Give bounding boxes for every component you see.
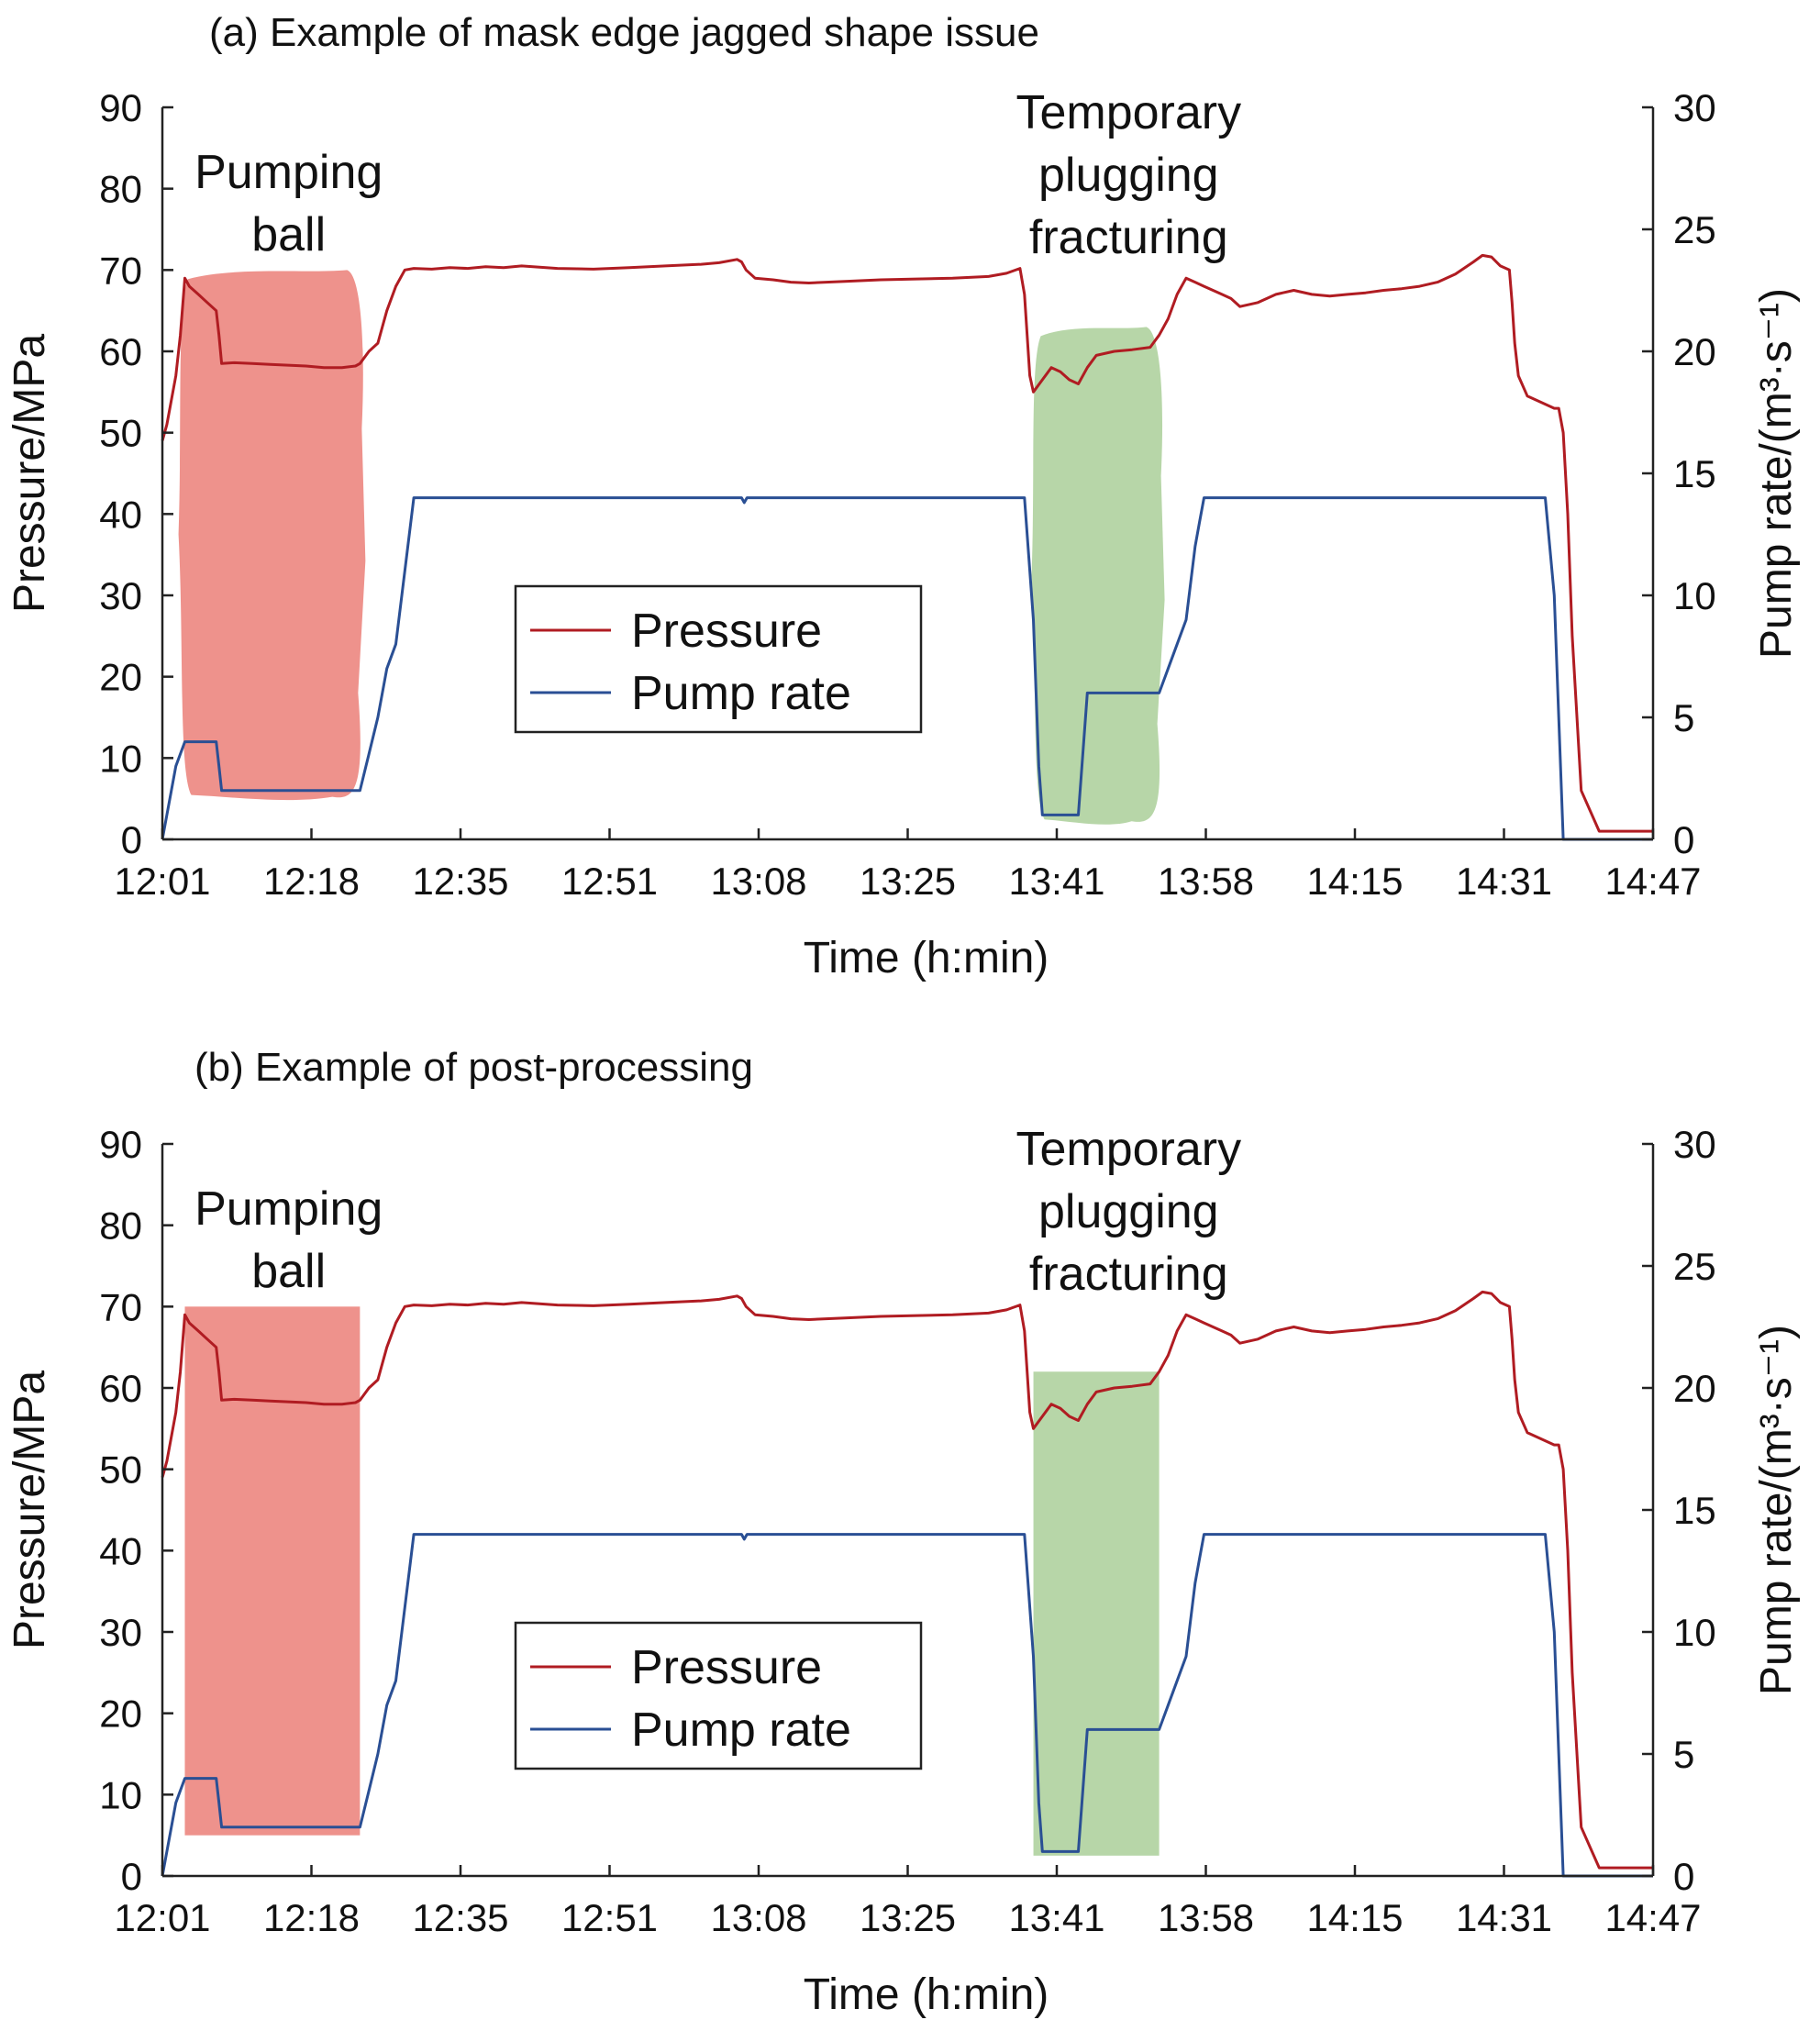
- y-tick-label: 90: [99, 1123, 142, 1166]
- x-tick-label: 14:15: [1306, 1896, 1403, 1939]
- y-tick-label: 10: [99, 1773, 142, 1816]
- y-tick-label: 30: [99, 1611, 142, 1654]
- x-tick-label: 12:01: [114, 1896, 210, 1939]
- annotation-label: fracturing: [1029, 1248, 1228, 1301]
- y-tick-label: 80: [99, 168, 142, 211]
- annotation-label: fracturing: [1029, 211, 1228, 264]
- annotation-label: Temporary: [1015, 86, 1241, 139]
- y2-tick-label: 20: [1673, 1367, 1716, 1410]
- panel-title: (a) Example of mask edge jagged shape is…: [209, 10, 1039, 55]
- x-tick-label: 12:18: [263, 1896, 360, 1939]
- y-tick-label: 20: [99, 1692, 142, 1736]
- annotation-label: Temporary: [1015, 1123, 1241, 1176]
- mask-region: [178, 270, 366, 801]
- legend-label-pressure: Pressure: [631, 605, 822, 658]
- x-tick-label: 13:08: [710, 1896, 806, 1939]
- x-tick-label: 13:41: [1008, 1896, 1104, 1939]
- panel-b: (b) Example of post-processing 0 10 20 30 40 5…: [6, 1045, 1801, 2019]
- y2-tick-label: 30: [1673, 86, 1716, 129]
- y2-tick-label: 5: [1673, 696, 1694, 739]
- y-tick-label: 60: [99, 1367, 142, 1410]
- x-tick-label: 13:25: [860, 1896, 956, 1939]
- y-tick-label: 80: [99, 1204, 142, 1248]
- x-tick-label: 14:31: [1456, 860, 1552, 903]
- x-tick-label: 12:51: [561, 860, 658, 903]
- mask-region: [1031, 327, 1165, 825]
- x-tick-label: 13:41: [1008, 860, 1104, 903]
- panel-title: (b) Example of post-processing: [194, 1045, 753, 1090]
- y-tick-label: 20: [99, 656, 142, 699]
- x-axis-title: Time (h:min): [804, 934, 1049, 982]
- pump-rate-line: [161, 1533, 1653, 1878]
- y-axis-title: Pressure/MPa: [6, 334, 54, 613]
- y-tick-label: 60: [99, 330, 142, 373]
- x-axis-title: Time (h:min): [804, 1970, 1049, 2019]
- y2-tick-label: 20: [1673, 330, 1716, 373]
- pressure-line: [161, 1290, 1653, 1870]
- y2-tick-label: 15: [1673, 452, 1716, 495]
- y2-axis-title: Pump rate/(m³·s⁻¹): [1752, 1325, 1801, 1695]
- x-tick-label: 14:31: [1456, 1896, 1552, 1939]
- y-axis-title: Pressure/MPa: [6, 1371, 54, 1649]
- y2-tick-label: 25: [1673, 208, 1716, 251]
- annotation-label: ball: [251, 1245, 326, 1298]
- legend-box: [514, 1621, 923, 1770]
- y-tick-label: 0: [121, 1855, 142, 1898]
- y-tick-label: 30: [99, 574, 142, 617]
- y-tick-label: 40: [99, 493, 142, 536]
- annotation-label: Pumping: [194, 146, 383, 199]
- x-tick-label: 13:08: [710, 860, 806, 903]
- x-tick-label: 12:18: [263, 860, 360, 903]
- y-tick-label: 90: [99, 86, 142, 129]
- annotation-label: Pumping: [194, 1182, 383, 1236]
- legend-box: [514, 584, 923, 734]
- x-tick-label: 13:58: [1158, 860, 1254, 903]
- y-tick-label: 10: [99, 737, 142, 780]
- mask-region: [184, 1306, 361, 1836]
- annotation-label: plugging: [1038, 149, 1219, 202]
- x-tick-label: 12:35: [412, 1896, 508, 1939]
- y-tick-label: 50: [99, 412, 142, 455]
- y2-tick-label: 0: [1673, 1855, 1694, 1898]
- y2-tick-label: 15: [1673, 1489, 1716, 1532]
- y2-tick-label: 30: [1673, 1123, 1716, 1166]
- y2-tick-label: 5: [1673, 1733, 1694, 1776]
- pressure-line: [161, 253, 1653, 833]
- x-tick-label: 14:47: [1604, 860, 1701, 903]
- x-tick-label: 13:58: [1158, 1896, 1254, 1939]
- y2-tick-label: 25: [1673, 1245, 1716, 1288]
- y-tick-label: 50: [99, 1448, 142, 1492]
- y2-tick-label: 10: [1673, 1611, 1716, 1654]
- x-tick-label: 12:35: [412, 860, 508, 903]
- legend-label-pump-rate: Pump rate: [631, 667, 851, 720]
- pump-rate-line: [161, 496, 1653, 841]
- mask-region: [1033, 1371, 1160, 1856]
- x-tick-label: 13:25: [860, 860, 956, 903]
- panel-a: (a) Example of mask edge jagged shape is…: [6, 10, 1801, 982]
- x-tick-label: 14:47: [1604, 1896, 1701, 1939]
- x-tick-label: 12:51: [561, 1896, 658, 1939]
- y2-tick-label: 10: [1673, 574, 1716, 617]
- y2-axis-title: Pump rate/(m³·s⁻¹): [1752, 288, 1801, 659]
- annotation-label: plugging: [1038, 1185, 1219, 1238]
- y2-tick-label: 0: [1673, 818, 1694, 861]
- x-tick-label: 14:15: [1306, 860, 1403, 903]
- y-tick-label: 40: [99, 1529, 142, 1572]
- x-tick-label: 12:01: [114, 860, 210, 903]
- y-tick-label: 70: [99, 1285, 142, 1328]
- y-tick-label: 0: [121, 818, 142, 861]
- legend-label-pressure: Pressure: [631, 1641, 822, 1694]
- annotation-label: ball: [251, 208, 326, 261]
- legend-label-pump-rate: Pump rate: [631, 1704, 851, 1757]
- y-tick-label: 70: [99, 249, 142, 292]
